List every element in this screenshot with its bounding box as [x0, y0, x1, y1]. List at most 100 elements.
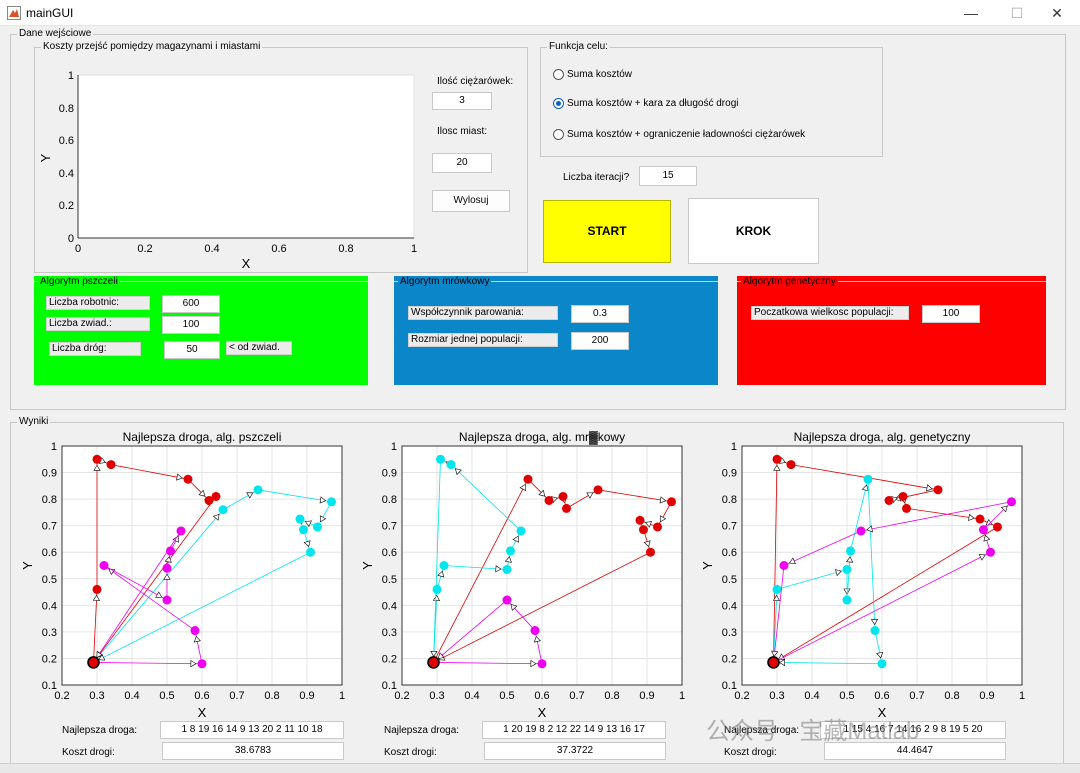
radio-icon[interactable]: [553, 129, 564, 140]
radio-selected-icon[interactable]: [553, 98, 564, 109]
route-segment: [93, 589, 98, 663]
x-tick-label: 0.7: [569, 690, 584, 702]
cities-input[interactable]: 20: [432, 153, 492, 173]
city-point: [537, 659, 547, 669]
city-point: [842, 564, 852, 574]
depot-point: [427, 656, 440, 669]
city-point: [432, 584, 442, 594]
ants-evap-input[interactable]: 0.3: [571, 305, 629, 323]
arrow-head-icon: [1000, 505, 1008, 513]
y-tick-label: 1: [51, 441, 57, 453]
y-tick-label: 0.9: [382, 468, 397, 480]
bees-workers-input[interactable]: 600: [162, 295, 220, 313]
ants-route-chart[interactable]: 0.2 0.3 0.4 0.5 0.6 0.7 0.8 0.9 10.10.20.30.40.5…: [360, 428, 690, 722]
route-segment: [433, 479, 529, 663]
y-tick-label: 0.1: [382, 680, 397, 692]
maximize-button[interactable]: ☐: [1010, 4, 1024, 21]
x-tick-label: 0.6: [534, 690, 549, 702]
route-segment: [773, 526, 998, 663]
city-point: [870, 626, 880, 636]
genetic-route-chart[interactable]: 0.2 0.3 0.4 0.5 0.6 0.7 0.8 0.9 10.10.20.30.40.5…: [700, 428, 1045, 722]
start-button[interactable]: START: [543, 200, 671, 263]
minimize-button[interactable]: —: [964, 5, 978, 21]
bees-scouts-input[interactable]: 100: [162, 316, 220, 334]
cost-axes[interactable]: 0 0.2 0.4 0.6 0.8 1 0 0.2 0.4 0.6 0.8 1 …: [34, 60, 434, 272]
city-point: [772, 584, 782, 594]
axes-box: [741, 445, 1023, 686]
city-point: [646, 547, 655, 557]
genetic-best-label: Najlepsza droga:: [724, 725, 800, 736]
city-point: [772, 454, 782, 464]
objective-option-penalty[interactable]: Suma kosztów + kara za długość drogi: [553, 98, 738, 109]
cost-xticks: 0 0.2 0.4 0.6 0.8 1: [75, 243, 417, 255]
axes-box: [401, 445, 683, 686]
arrow-head-icon: [304, 520, 312, 528]
arrow-head-icon: [519, 484, 526, 492]
taskbar: [0, 763, 1080, 773]
arrow-head-icon: [190, 659, 197, 668]
input-group: Dane wejściowe: [10, 28, 1066, 410]
city-point: [162, 595, 172, 605]
bees-route-chart[interactable]: 0.2 0.3 0.4 0.5 0.6 0.7 0.8 0.9 10.10.20.30.40.5…: [20, 428, 350, 722]
genetic-pop-label: Poczatkowa wielkosc populacji:: [751, 306, 909, 320]
bees-cost-label: Koszt drogi:: [62, 747, 115, 758]
objective-option-sum[interactable]: Suma kosztów: [553, 69, 632, 80]
iterations-input[interactable]: 15: [639, 166, 697, 186]
y-tick-label: 0.2: [722, 653, 737, 665]
objective-option-capacity[interactable]: Suma kosztów + ograniczenie ładowności c…: [553, 129, 805, 140]
radio-icon[interactable]: [553, 69, 564, 80]
route-segment: [450, 464, 522, 532]
x-tick-label: 0.2: [394, 690, 409, 702]
cost-xlabel: X: [242, 256, 251, 271]
x-tick-label: 0.9: [299, 690, 314, 702]
city-point: [299, 525, 308, 535]
route-segment: [433, 551, 651, 663]
x-tick-label: 0.5: [839, 690, 854, 702]
x-tick-label: 0.5: [499, 690, 514, 702]
city-point: [1007, 497, 1016, 507]
ants-pop-input[interactable]: 200: [571, 332, 629, 350]
route-segment: [773, 589, 778, 663]
city-point: [993, 522, 1002, 532]
y-tick-label: 0.8: [382, 494, 397, 506]
close-button[interactable]: ✕: [1051, 4, 1063, 21]
arrow-head-icon: [495, 565, 502, 573]
city-point: [863, 474, 873, 484]
arrow-head-icon: [659, 496, 667, 504]
trucks-input[interactable]: 3: [432, 92, 492, 110]
city-point: [635, 515, 645, 525]
cost-ytick: 0: [68, 233, 74, 245]
y-tick-label: 1: [391, 441, 397, 453]
route-segment: [527, 478, 550, 501]
city-point: [502, 595, 512, 605]
city-point: [530, 626, 540, 636]
x-tick-label: 0.4: [464, 690, 479, 702]
city-point: [218, 505, 228, 515]
objective-title: Funkcja celu:: [547, 41, 610, 53]
route-segment: [317, 501, 332, 528]
x-tick-label: 0.8: [264, 690, 279, 702]
draw-button[interactable]: Wylosuj: [432, 190, 510, 212]
trucks-label: Ilość ciężarówek:: [437, 76, 514, 87]
city-point: [439, 561, 449, 570]
arrow-head-icon: [876, 651, 884, 659]
objective-option-label: Suma kosztów: [567, 69, 633, 80]
bees-paths-input[interactable]: 50: [164, 341, 220, 359]
window-titlebar: mainGUI — ☐ ✕: [0, 0, 1080, 26]
route-segment: [103, 565, 196, 631]
city-point: [653, 522, 662, 532]
city-point: [786, 460, 796, 470]
bees-best-label: Najlepsza droga:: [62, 725, 138, 736]
route-segment: [776, 569, 848, 590]
city-point: [593, 485, 603, 495]
city-point: [856, 526, 866, 536]
ants-evap-label: Współczynnik parowania:: [408, 306, 558, 320]
city-point: [166, 546, 175, 556]
y-tick-label: 0.1: [722, 680, 737, 692]
genetic-pop-input[interactable]: 100: [922, 305, 980, 323]
arrow-head-icon: [978, 554, 986, 561]
y-tick-label: 0.5: [722, 574, 737, 586]
step-button[interactable]: KROK: [688, 198, 819, 264]
route-segment: [597, 489, 672, 503]
cost-xtick: 0.6: [271, 243, 286, 255]
